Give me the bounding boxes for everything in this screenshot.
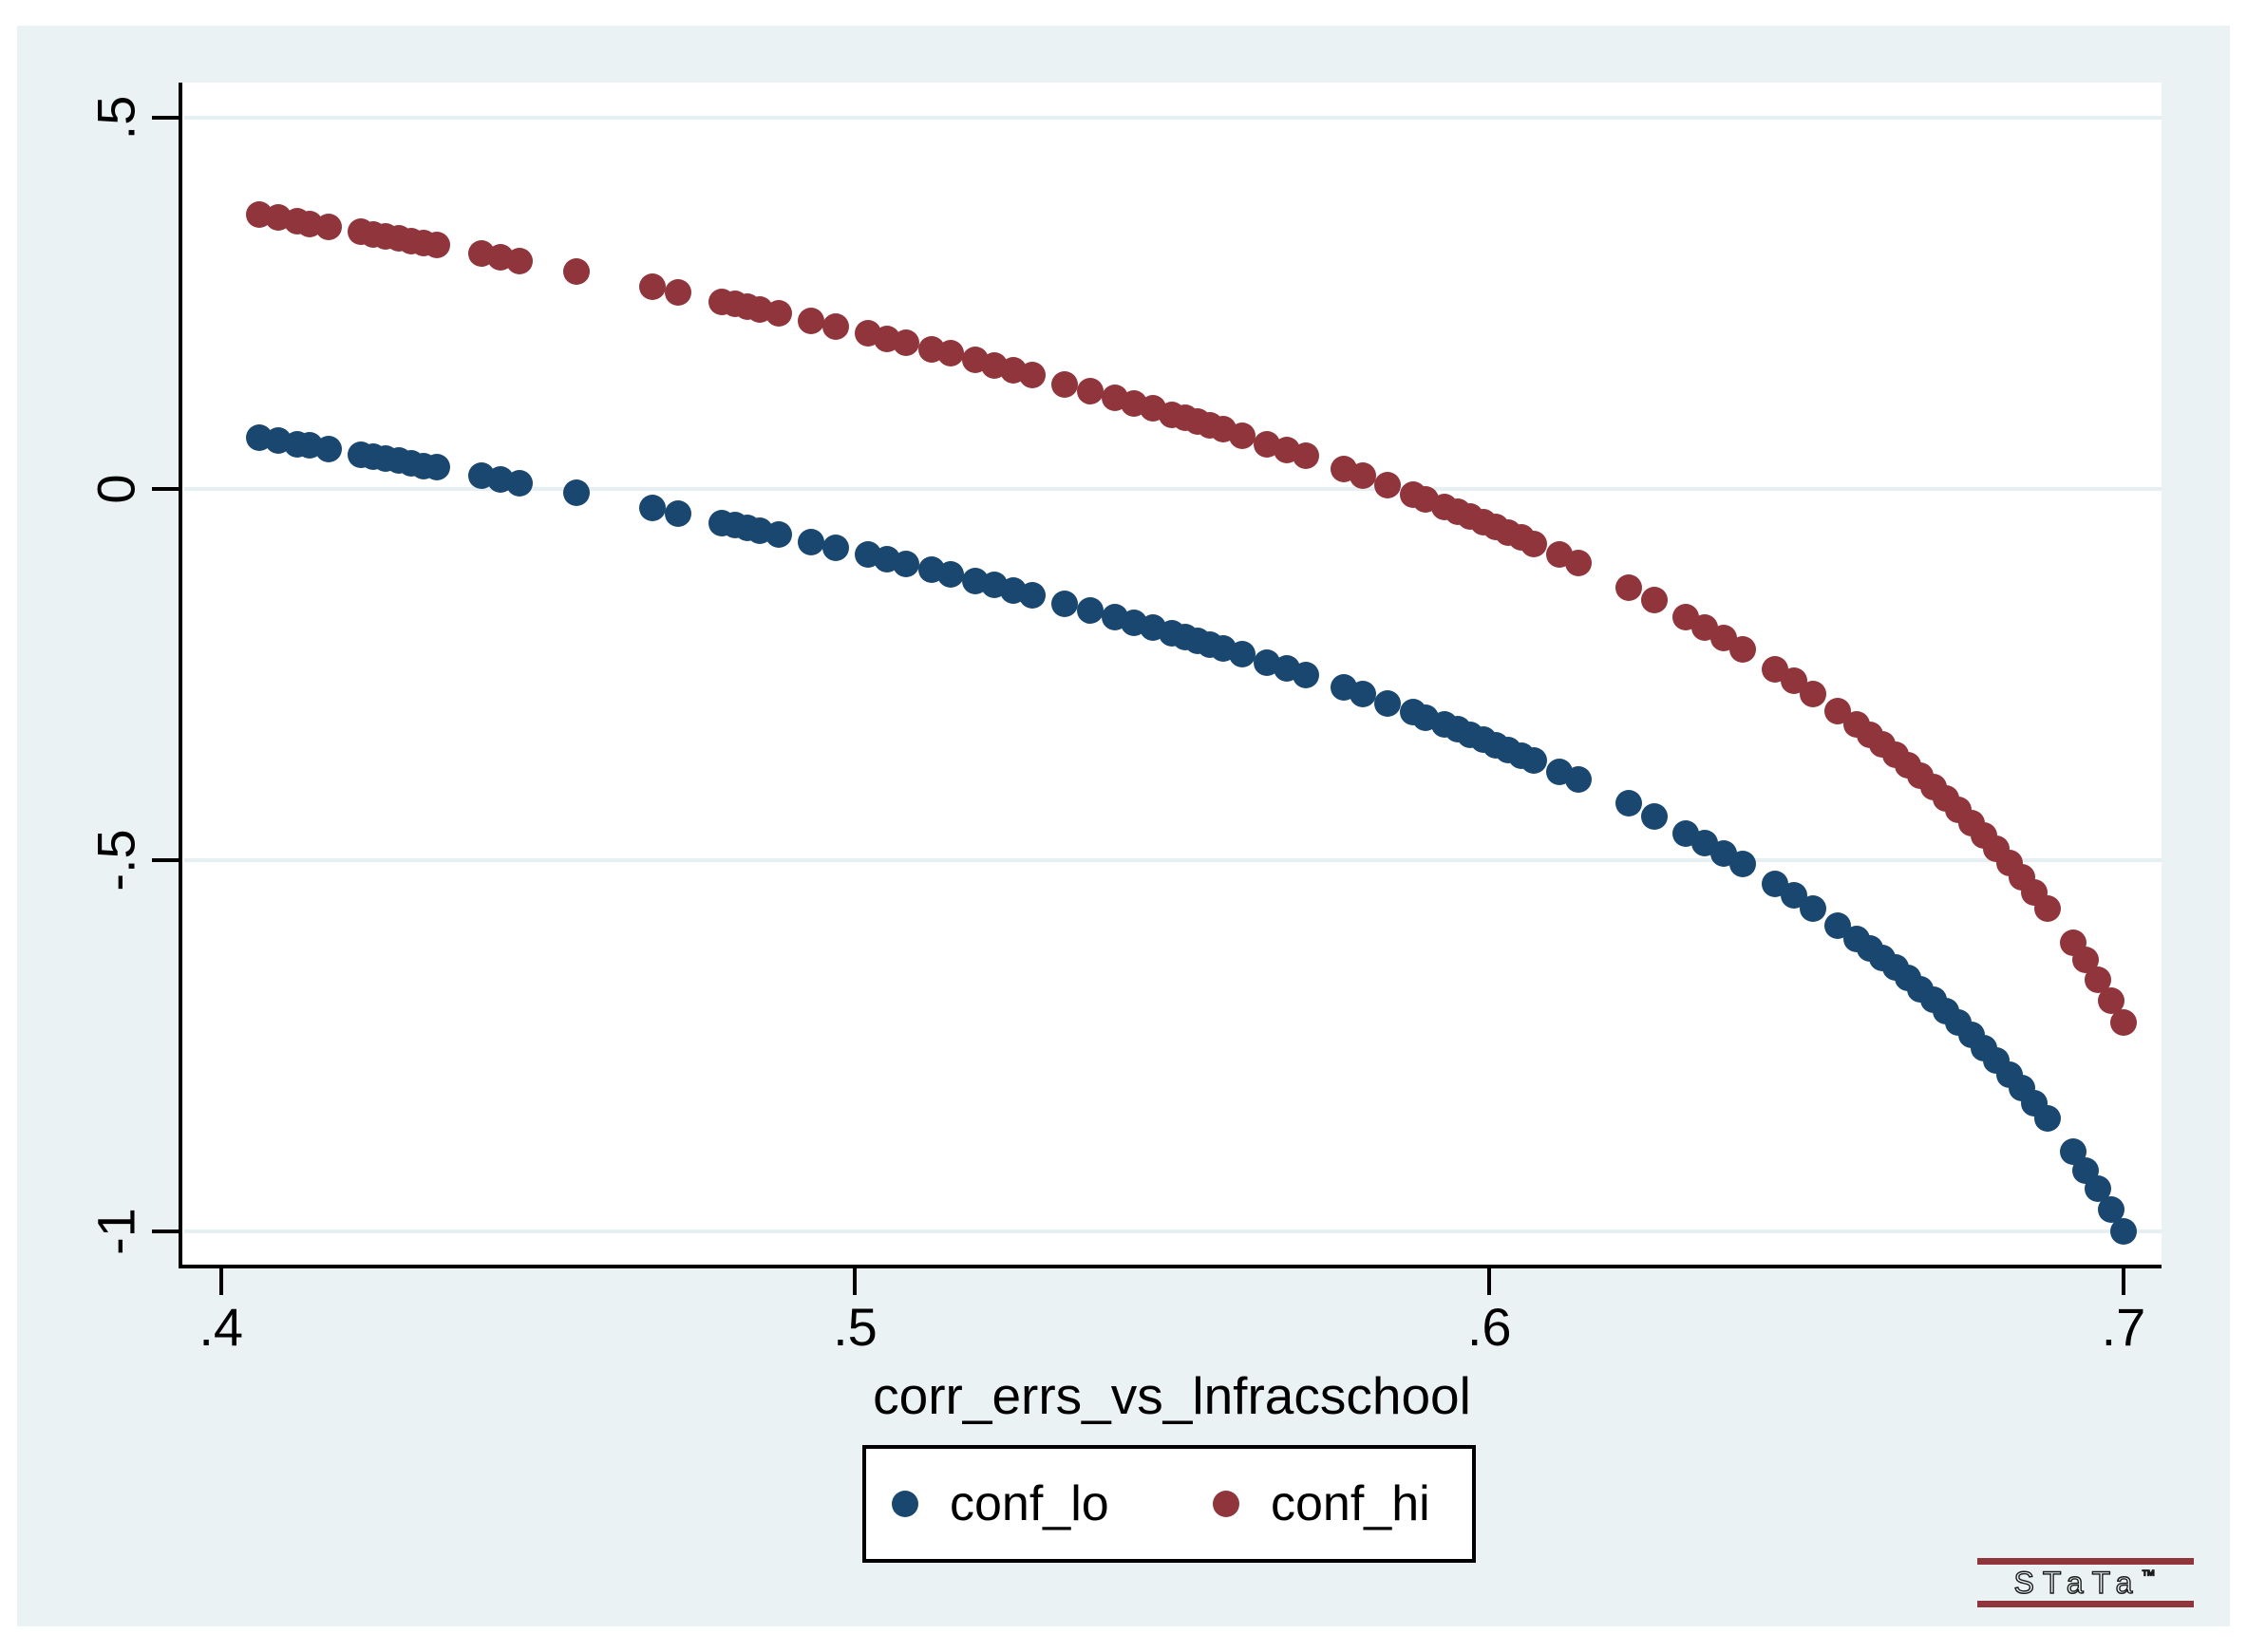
y-tick-label: 0 [85, 474, 146, 504]
x-axis-tick [853, 1268, 858, 1295]
y-axis-line [179, 83, 182, 1268]
y-tick-label: -1 [85, 1207, 146, 1255]
scatter-point-conf_hi [423, 232, 450, 259]
scatter-point-conf_lo [1564, 766, 1592, 794]
x-tick-label: .7 [2101, 1297, 2146, 1357]
scatter-point-conf_hi [1799, 680, 1826, 707]
y-tick-label: -.5 [85, 829, 146, 892]
scatter-point-conf_lo [1729, 851, 1757, 878]
x-tick-label: .4 [198, 1297, 244, 1357]
y-axis-tick [152, 486, 180, 491]
logo-text: STaTa ™ [1977, 1565, 2194, 1601]
x-axis-line [179, 1265, 2162, 1268]
x-axis-tick [1487, 1268, 1492, 1295]
scatter-point-conf_hi [315, 213, 343, 240]
scatter-point-conf_hi [1615, 573, 1643, 601]
scatter-point-conf_lo [936, 560, 964, 588]
scatter-point-conf_lo [1640, 802, 1668, 830]
scatter-point-conf_lo [1228, 641, 1256, 668]
scatter-point-conf_hi [797, 308, 824, 335]
scatter-point-conf_hi [1640, 587, 1668, 614]
gridline [184, 857, 2162, 862]
scatter-point-conf_hi [2109, 1009, 2137, 1037]
scatter-point-conf_lo [822, 534, 850, 561]
scatter-point-conf_lo [664, 499, 691, 527]
scatter-point-conf_hi [562, 258, 590, 286]
scatter-point-conf_hi [1349, 462, 1376, 490]
legend-label-conf-hi: conf_hi [1271, 1476, 1430, 1531]
scatter-point-conf_hi [2033, 894, 2061, 922]
scatter-point-conf_hi [1374, 471, 1402, 498]
gridline [184, 115, 2162, 120]
y-tick-label: .5 [85, 95, 146, 141]
scatter-point-conf_lo [638, 495, 666, 522]
scatter-point-conf_hi [2097, 986, 2124, 1014]
scatter-point-conf_hi [1076, 377, 1104, 404]
scatter-point-conf_hi [1228, 422, 1256, 450]
scatter-point-conf_lo [1520, 746, 1547, 774]
logo-word: STaTa [2013, 1565, 2142, 1600]
legend [862, 1445, 1476, 1563]
scatter-point-conf_lo [423, 454, 450, 481]
scatter-point-conf_hi [1292, 442, 1319, 470]
x-tick-label: .6 [1466, 1297, 1512, 1357]
legend-marker-conf-lo [892, 1491, 918, 1517]
scatter-point-conf_lo [1292, 662, 1319, 689]
scatter-point-conf_lo [1615, 790, 1643, 817]
logo-bar-top [1977, 1558, 2194, 1565]
plot-area [182, 83, 2162, 1265]
gridline [184, 486, 2162, 491]
x-tick-label: .5 [833, 1297, 878, 1357]
scatter-point-conf_hi [1564, 549, 1592, 576]
scatter-point-conf_lo [2033, 1104, 2061, 1132]
scatter-point-conf_lo [1076, 597, 1104, 625]
scatter-point-conf_hi [1019, 362, 1047, 389]
trademark-icon: ™ [2141, 1567, 2158, 1584]
x-axis-title: corr_errs_vs_lnfracschool [873, 1366, 1471, 1425]
scatter-point-conf_hi [822, 313, 850, 341]
scatter-point-conf_lo [892, 550, 919, 577]
scatter-point-conf_lo [315, 435, 343, 462]
scatter-point-conf_hi [664, 278, 691, 306]
scatter-point-conf_lo [797, 529, 824, 556]
y-axis-tick [152, 1229, 180, 1233]
scatter-point-conf_lo [1374, 689, 1402, 717]
scatter-point-conf_hi [936, 340, 964, 367]
scatter-point-conf_lo [765, 521, 793, 549]
y-axis-tick [152, 115, 180, 120]
scatter-point-conf_hi [765, 300, 793, 328]
legend-label-conf-lo: conf_lo [950, 1476, 1109, 1531]
scatter-point-conf_lo [1349, 681, 1376, 708]
x-axis-tick [218, 1268, 223, 1295]
scatter-point-conf_lo [2109, 1217, 2137, 1245]
stata-logo: STaTa ™ [1977, 1558, 2194, 1607]
scatter-point-conf_lo [1019, 581, 1047, 609]
logo-bar-bottom [1977, 1601, 2194, 1607]
scatter-point-conf_lo [1050, 590, 1078, 617]
x-axis-tick [2121, 1268, 2125, 1295]
gridline [184, 1229, 2162, 1233]
y-axis-tick [152, 857, 180, 862]
scatter-point-conf_lo [562, 479, 590, 507]
scatter-point-conf_hi [638, 273, 666, 301]
scatter-point-conf_hi [1729, 635, 1757, 663]
scatter-point-conf_lo [505, 469, 533, 497]
legend-marker-conf-hi [1213, 1491, 1239, 1517]
scatter-point-conf_hi [1050, 370, 1078, 398]
scatter-point-conf_lo [1799, 894, 1826, 922]
scatter-point-conf_hi [505, 247, 533, 274]
scatter-point-conf_hi [892, 329, 919, 357]
scatter-point-conf_hi [1520, 530, 1547, 557]
